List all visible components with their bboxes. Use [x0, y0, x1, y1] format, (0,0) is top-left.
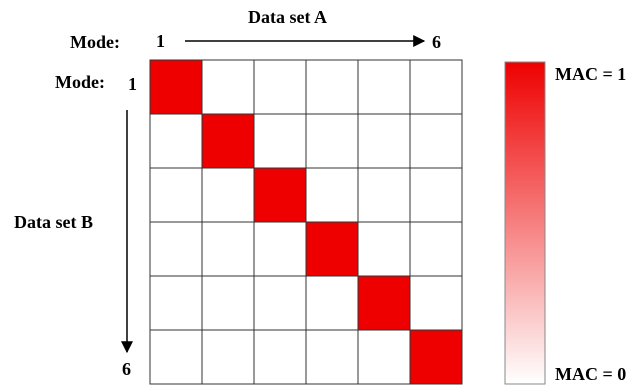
matrix-cell-r6-c3	[253, 329, 307, 385]
matrix-cell-r6-c6	[409, 329, 463, 385]
matrix-cell-r2-c6	[409, 113, 463, 169]
matrix-cell-r3-c4	[305, 167, 359, 223]
matrix-cell-r3-c5	[357, 167, 411, 223]
matrix-cell-r2-c1	[149, 113, 203, 169]
legend-max-label: MAC = 1	[555, 64, 627, 84]
mode-label-left: Mode:	[55, 72, 105, 92]
matrix-cell-r3-c2	[201, 167, 255, 223]
matrix-cell-r1-c6	[409, 59, 463, 115]
matrix-cell-r1-c2	[201, 59, 255, 115]
legend-color-bar	[504, 61, 546, 385]
mac-matrix	[149, 59, 463, 385]
matrix-cell-r4-c1	[149, 221, 203, 277]
matrix-cell-r3-c3	[253, 167, 307, 223]
matrix-cell-r3-c1	[149, 167, 203, 223]
matrix-cell-r1-c3	[253, 59, 307, 115]
matrix-cell-r5-c4	[305, 275, 359, 331]
matrix-cell-r5-c6	[409, 275, 463, 331]
mode-end-top: 6	[432, 32, 441, 52]
matrix-cell-r4-c6	[409, 221, 463, 277]
matrix-cell-r2-c4	[305, 113, 359, 169]
matrix-cell-r6-c4	[305, 329, 359, 385]
mode-label-top: Mode:	[70, 32, 120, 52]
matrix-cell-r2-c2	[201, 113, 255, 169]
matrix-cell-r4-c4	[305, 221, 359, 277]
dataset-a-label: Data set A	[248, 7, 327, 27]
mode-start-top: 1	[156, 31, 165, 51]
matrix-cell-r6-c2	[201, 329, 255, 385]
matrix-cell-r4-c2	[201, 221, 255, 277]
dataset-b-label: Data set B	[14, 212, 93, 232]
matrix-cell-r2-c3	[253, 113, 307, 169]
matrix-cell-r2-c5	[357, 113, 411, 169]
matrix-cell-r5-c3	[253, 275, 307, 331]
legend-min-label: MAC = 0	[555, 364, 627, 384]
mode-end-left: 6	[122, 359, 131, 379]
mode-start-left: 1	[128, 74, 137, 94]
matrix-cell-r4-c3	[253, 221, 307, 277]
matrix-cell-r6-c1	[149, 329, 203, 385]
matrix-cell-r6-c5	[357, 329, 411, 385]
matrix-cell-r5-c1	[149, 275, 203, 331]
matrix-cell-r1-c5	[357, 59, 411, 115]
matrix-cell-r5-c5	[357, 275, 411, 331]
matrix-cell-r1-c1	[149, 59, 203, 115]
matrix-cell-r3-c6	[409, 167, 463, 223]
matrix-cell-r1-c4	[305, 59, 359, 115]
matrix-cell-r4-c5	[357, 221, 411, 277]
matrix-cell-r5-c2	[201, 275, 255, 331]
